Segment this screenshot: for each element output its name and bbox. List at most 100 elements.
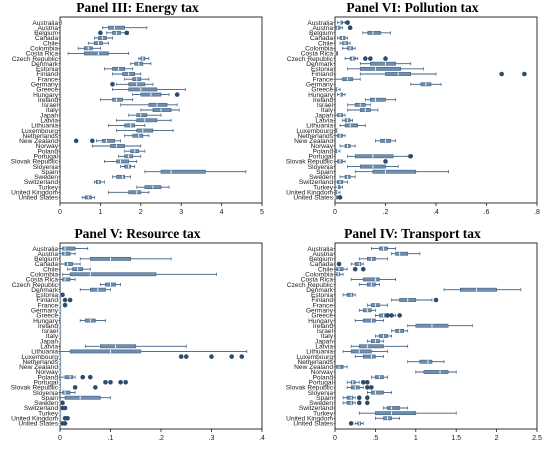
box-france <box>366 303 388 308</box>
box-slovenia <box>59 390 76 395</box>
category-label: Israel <box>317 328 334 335</box>
box-italy <box>375 334 392 338</box>
iqr-box <box>136 128 154 133</box>
box-finland <box>359 71 527 77</box>
outlier-point <box>369 385 374 390</box>
transport-tax-chart: 0 .5 1 1.5 2 2.5 AustraliaAustriaBelgiumCanada… <box>286 242 542 442</box>
iqr-box <box>375 411 417 416</box>
box-estonia <box>347 66 424 71</box>
plot-frame <box>59 242 263 430</box>
outlier-point <box>98 30 103 36</box>
box-portugal <box>346 379 370 385</box>
iqr-box <box>148 102 168 107</box>
box-switzerland <box>59 405 68 411</box>
x-tick-label: 0 <box>333 209 337 216</box>
category-label: Colombia <box>30 45 58 52</box>
box-germany <box>410 82 442 87</box>
box-japan <box>128 113 162 118</box>
box-sweden <box>342 400 370 406</box>
outlier-point <box>67 297 73 303</box>
iqr-box <box>136 118 158 123</box>
iqr-box <box>362 277 380 282</box>
category-label: Estonia <box>311 292 333 299</box>
box-austria <box>59 251 76 256</box>
category-label: Greece <box>36 87 58 94</box>
outlier-point <box>62 405 68 411</box>
iqr-box <box>69 272 157 277</box>
category-label: Israel <box>317 102 334 109</box>
outlier-point <box>118 379 123 385</box>
category-label: Turkey <box>38 184 59 191</box>
category-label: Germany <box>306 81 334 88</box>
x-tick-label: .1 <box>108 435 114 442</box>
outlier-point <box>336 261 342 267</box>
outlier-point <box>356 400 362 406</box>
box-slovak-republic <box>334 159 388 164</box>
category-label: Lithuania <box>306 123 333 130</box>
box-luxembourg <box>354 354 384 359</box>
box-hungary <box>79 318 106 323</box>
box-lithuania <box>108 123 146 128</box>
outlier-point <box>368 56 373 61</box>
category-label: Switzerland <box>24 179 58 186</box>
box-czech-republic <box>344 56 388 61</box>
box-latvia <box>350 344 409 349</box>
box-australia <box>59 246 89 251</box>
category-label: Chile <box>43 266 58 273</box>
iqr-box <box>124 164 131 169</box>
panel-energy-tax: Panel III: Energy tax 0 1 2 3 4 5 Australia Aus… <box>0 0 275 226</box>
category-label: Chile <box>318 266 333 273</box>
category-label: Canada <box>35 35 58 42</box>
category-label: Spain <box>41 395 58 402</box>
category-label: France <box>312 76 333 83</box>
category-label: Poland <box>312 148 333 155</box>
box-portugal <box>347 153 414 159</box>
box-germany <box>358 308 376 313</box>
box-austria <box>334 25 353 31</box>
iqr-box <box>62 246 76 251</box>
iqr-box <box>370 97 386 102</box>
box-turkey <box>334 185 343 190</box>
resource-tax-chart: 0 .1 .2 .3 .4 AustraliaAustriaBelgiumCanadaCh… <box>11 242 265 442</box>
outlier-point <box>65 415 70 421</box>
box-united-kingdom <box>334 190 341 195</box>
iqr-box <box>64 262 73 266</box>
box-netherlands <box>59 359 62 364</box>
category-label: Czech Republic <box>287 56 334 63</box>
outlier-point <box>229 354 234 359</box>
box-slovenia <box>347 164 399 169</box>
x-tick-label: .5 <box>372 435 378 442</box>
outlier-point <box>73 138 79 144</box>
category-label: Australia <box>307 246 333 253</box>
category-label: Poland <box>37 374 58 381</box>
category-label: Slovenia <box>33 390 59 397</box>
category-label: Costa Rica <box>26 277 59 284</box>
box-australia <box>371 246 396 251</box>
category-label: Colombia <box>30 271 58 278</box>
outlier-point <box>348 421 354 426</box>
x-tick-label: 0 <box>333 435 337 442</box>
category-label: Sweden <box>309 174 333 181</box>
iqr-box <box>108 25 125 30</box>
category-label: Sweden <box>34 400 58 407</box>
category-label: Czech Republic <box>12 56 59 63</box>
category-label: Austria <box>312 251 333 258</box>
category-label: Estonia <box>311 66 333 73</box>
box-belgium <box>362 30 391 35</box>
box-slovenia <box>366 390 392 395</box>
box-hungary <box>337 92 346 97</box>
x-tick-label: 0 <box>58 435 62 442</box>
energy-tax-chart: 0 1 2 3 4 5 AustraliaAustriaBelgiumCanadaChile… <box>11 16 264 216</box>
box-lithuania <box>59 349 248 354</box>
category-label: Canada <box>35 261 58 268</box>
category-label: Ireland <box>313 97 333 104</box>
iqr-box <box>116 159 129 164</box>
box-ireland <box>407 323 473 328</box>
category-label: Poland <box>312 374 333 381</box>
box-belgium <box>98 30 130 36</box>
category-label: Austria <box>312 25 333 32</box>
box-netherlands <box>124 133 150 138</box>
category-label: Japan <box>40 112 58 119</box>
box-belgium <box>79 256 172 261</box>
box-norway <box>415 370 457 374</box>
